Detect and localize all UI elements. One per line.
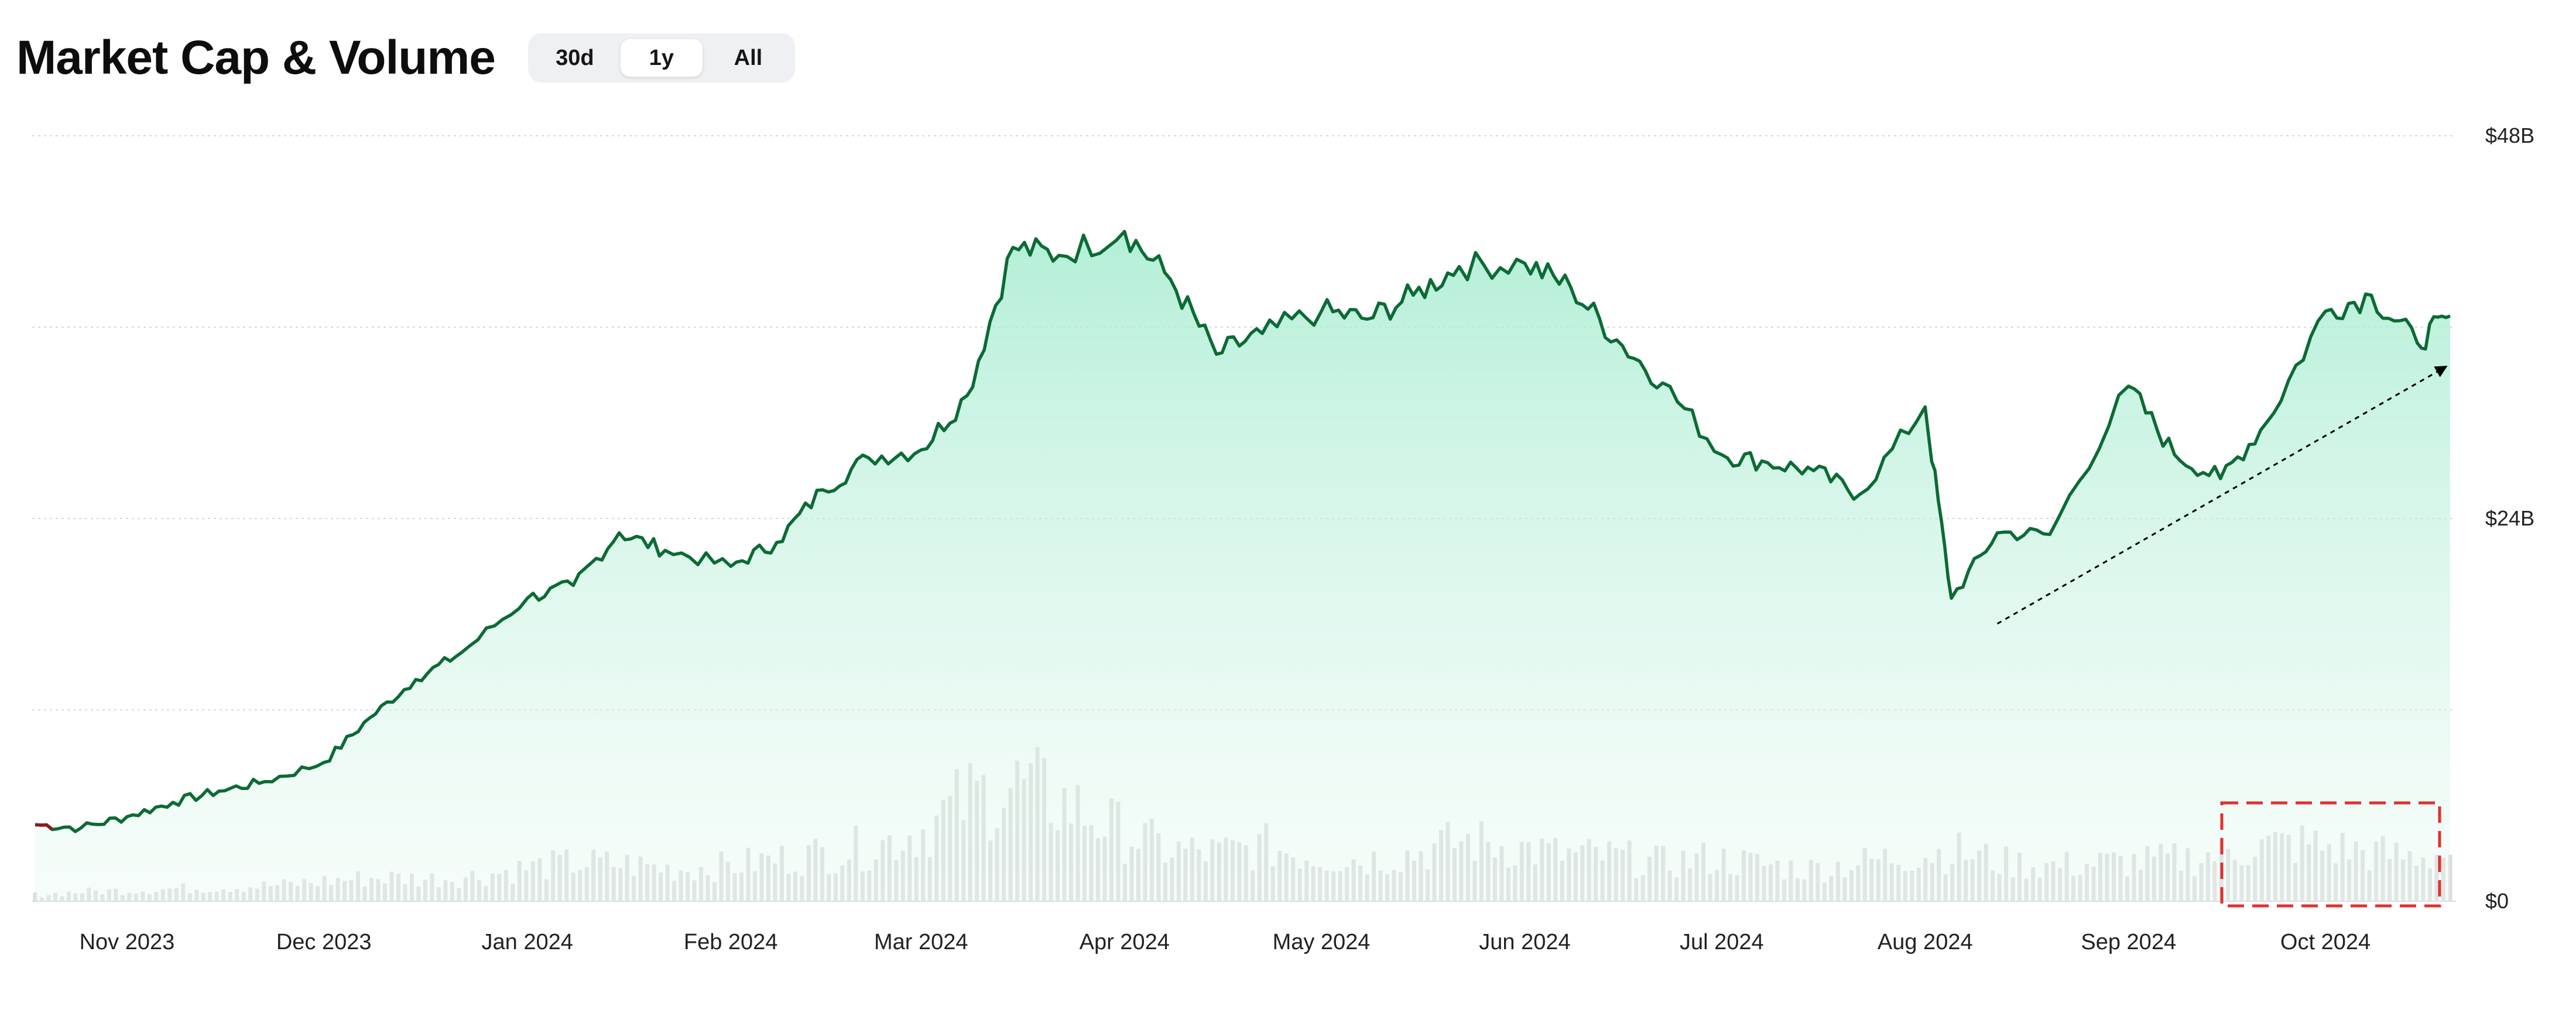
x-tick-label: Jan 2024	[482, 930, 573, 954]
x-tick-label: Aug 2024	[1878, 930, 1973, 954]
x-tick-label: Nov 2023	[80, 930, 175, 954]
y-axis: $48B $24B $0	[2485, 123, 2534, 913]
y-tick-label: $0	[2485, 889, 2509, 913]
x-tick-label: Feb 2024	[684, 930, 778, 954]
range-1y-button[interactable]: 1y	[620, 39, 703, 77]
x-tick-label: Apr 2024	[1080, 930, 1170, 954]
market-cap-line	[35, 229, 2451, 833]
market-cap-start-segment	[35, 823, 54, 831]
y-tick-label: $24B	[2485, 506, 2534, 530]
x-tick-label: Oct 2024	[2280, 930, 2371, 954]
x-tick-label: May 2024	[1273, 930, 1371, 954]
market-cap-series-line	[35, 229, 2451, 833]
chart-title: Market Cap & Volume	[16, 31, 496, 84]
range-all-button[interactable]: All	[734, 45, 763, 70]
chart-header: Market Cap & Volume 30d 1y All	[16, 26, 795, 90]
range-30d-button[interactable]: 30d	[556, 45, 594, 70]
market-cap-area-fill	[35, 231, 2450, 901]
trend-arrow	[1996, 366, 2448, 625]
annotations	[1996, 366, 2448, 908]
x-tick-label: Jun 2024	[1479, 930, 1570, 954]
market-cap-area	[35, 231, 2450, 901]
volume-highlight-box	[2220, 801, 2441, 908]
x-tick-label: Mar 2024	[874, 930, 968, 954]
y-tick-label: $48B	[2485, 123, 2534, 147]
x-tick-label: Dec 2023	[276, 930, 372, 954]
time-range-selector: 30d 1y All	[527, 33, 795, 83]
x-axis: Nov 2023 Dec 2023 Jan 2024 Feb 2024 Mar 2024…	[80, 930, 2371, 954]
x-tick-label: Jul 2024	[1680, 930, 1764, 954]
x-tick-label: Sep 2024	[2081, 930, 2176, 954]
